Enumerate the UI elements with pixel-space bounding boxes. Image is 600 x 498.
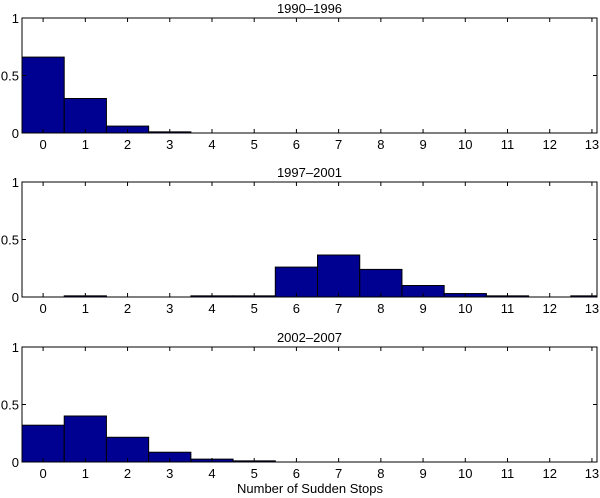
x-tick-label: 7: [335, 137, 342, 152]
histogram-bar: [105, 436, 150, 462]
x-tick-label: 1: [82, 301, 89, 316]
x-tick-label: 11: [501, 301, 515, 316]
x-tick-label: 2: [124, 137, 131, 152]
y-tick-label: 0: [12, 455, 19, 470]
x-tick-label: 0: [39, 137, 46, 152]
y-tick-label: 0: [12, 290, 19, 305]
x-tick-label: 12: [542, 301, 556, 316]
x-tick-label: 7: [335, 301, 342, 316]
y-tick-label: 1: [12, 175, 19, 190]
y-tick-label: 0.5: [1, 233, 19, 248]
x-tick-label: 3: [166, 301, 173, 316]
x-tick-label: 9: [419, 466, 426, 481]
x-tick-label: 13: [585, 301, 599, 316]
x-tick-label: 1: [82, 137, 89, 152]
histogram-bar: [63, 98, 107, 133]
x-tick-label: 8: [377, 137, 384, 152]
histogram-bar: [401, 285, 445, 297]
x-tick-label: 2: [124, 466, 131, 481]
x-tick-label: 0: [39, 466, 46, 481]
histogram-bar: [317, 254, 361, 297]
y-tick-label: 0: [12, 126, 19, 141]
histogram-bar: [22, 424, 65, 462]
x-tick-label: 12: [542, 466, 556, 481]
x-tick-label: 3: [166, 466, 173, 481]
x-tick-label: 10: [458, 137, 472, 152]
panel-title: 1997–2001: [277, 165, 342, 180]
histogram-bar: [274, 266, 319, 297]
x-tick-label: 6: [293, 137, 300, 152]
panel-title: 2002–2007: [277, 330, 342, 345]
x-tick-label: 5: [251, 137, 258, 152]
x-tick-label: 12: [542, 137, 556, 152]
y-tick-label: 1: [12, 340, 19, 355]
x-tick-label: 10: [458, 301, 472, 316]
x-tick-label: 6: [293, 466, 300, 481]
x-tick-label: 8: [377, 466, 384, 481]
y-tick-label: 1: [12, 11, 19, 26]
x-tick-label: 5: [251, 466, 258, 481]
x-tick-label: 13: [585, 137, 599, 152]
x-tick-label: 11: [501, 137, 515, 152]
x-tick-label: 7: [335, 466, 342, 481]
histogram-bar: [22, 56, 65, 133]
x-tick-label: 9: [419, 137, 426, 152]
histogram-bar: [359, 268, 403, 297]
x-tick-label: 8: [377, 301, 384, 316]
x-tick-label: 4: [208, 466, 215, 481]
y-tick-label: 0.5: [1, 69, 19, 84]
panel-title: 1990–1996: [277, 1, 342, 16]
y-tick-label: 0.5: [1, 398, 19, 413]
x-tick-label: 6: [293, 301, 300, 316]
x-tick-label: 9: [419, 301, 426, 316]
x-tick-label: 4: [208, 301, 215, 316]
x-tick-label: 5: [251, 301, 258, 316]
x-tick-label: 11: [501, 466, 515, 481]
histogram-bar: [63, 415, 107, 462]
x-tick-label: 0: [39, 301, 46, 316]
x-tick-label: 10: [458, 466, 472, 481]
x-tick-label: 13: [585, 466, 599, 481]
x-tick-label: 2: [124, 301, 131, 316]
x-tick-label: 1: [82, 466, 89, 481]
x-tick-label: 3: [166, 137, 173, 152]
x-axis-label: Number of Sudden Stops: [237, 481, 383, 496]
histogram-bar: [148, 451, 192, 462]
x-tick-label: 4: [208, 137, 215, 152]
axes-frame: [21, 17, 598, 134]
